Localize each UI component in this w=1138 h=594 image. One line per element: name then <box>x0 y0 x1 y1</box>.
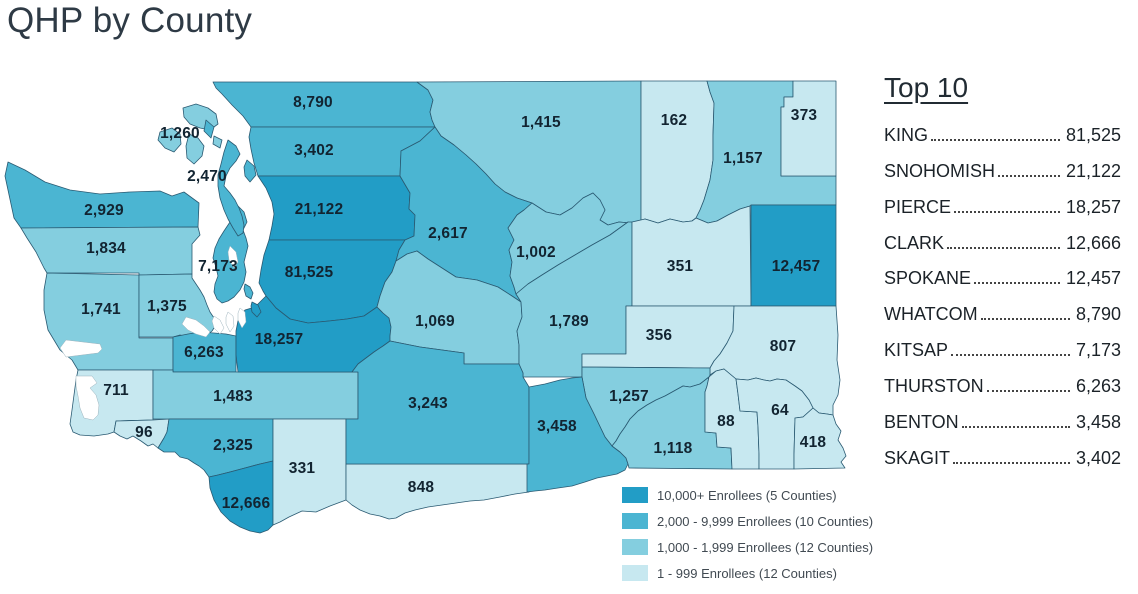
svg-text:356: 356 <box>646 327 673 344</box>
svg-text:3,243: 3,243 <box>408 395 448 412</box>
svg-text:1,260: 1,260 <box>160 125 200 142</box>
svg-text:3,402: 3,402 <box>294 142 334 159</box>
svg-text:18,257: 18,257 <box>255 331 304 348</box>
svg-text:1,483: 1,483 <box>213 388 253 405</box>
svg-text:1,415: 1,415 <box>521 114 561 131</box>
svg-text:373: 373 <box>791 107 818 124</box>
svg-text:1,069: 1,069 <box>415 313 455 330</box>
svg-text:8,790: 8,790 <box>293 94 333 111</box>
svg-text:12,457: 12,457 <box>772 258 821 275</box>
svg-text:331: 331 <box>289 460 316 477</box>
svg-text:3,458: 3,458 <box>537 418 577 435</box>
svg-text:1,002: 1,002 <box>516 244 556 261</box>
svg-text:6,263: 6,263 <box>184 344 224 361</box>
svg-text:12,666: 12,666 <box>222 495 271 512</box>
svg-text:21,122: 21,122 <box>295 201 344 218</box>
svg-text:1,375: 1,375 <box>147 298 187 315</box>
svg-text:162: 162 <box>661 112 687 129</box>
svg-text:96: 96 <box>135 424 153 441</box>
svg-text:1,789: 1,789 <box>549 313 589 330</box>
svg-text:807: 807 <box>770 338 796 355</box>
svg-text:64: 64 <box>771 402 789 419</box>
svg-text:848: 848 <box>408 479 435 496</box>
svg-text:88: 88 <box>717 413 735 430</box>
svg-text:1,157: 1,157 <box>723 150 763 167</box>
svg-text:2,325: 2,325 <box>213 437 253 454</box>
svg-text:2,617: 2,617 <box>428 225 468 242</box>
svg-text:1,257: 1,257 <box>609 388 649 405</box>
svg-text:7,173: 7,173 <box>198 258 238 275</box>
svg-text:1,118: 1,118 <box>654 440 693 457</box>
svg-text:2,470: 2,470 <box>187 168 227 185</box>
svg-text:2,929: 2,929 <box>84 202 124 219</box>
svg-text:418: 418 <box>800 434 827 451</box>
svg-text:351: 351 <box>667 258 694 275</box>
svg-text:81,525: 81,525 <box>285 264 334 281</box>
svg-text:1,741: 1,741 <box>81 301 121 318</box>
svg-text:1,834: 1,834 <box>86 240 126 257</box>
svg-text:711: 711 <box>103 382 129 399</box>
